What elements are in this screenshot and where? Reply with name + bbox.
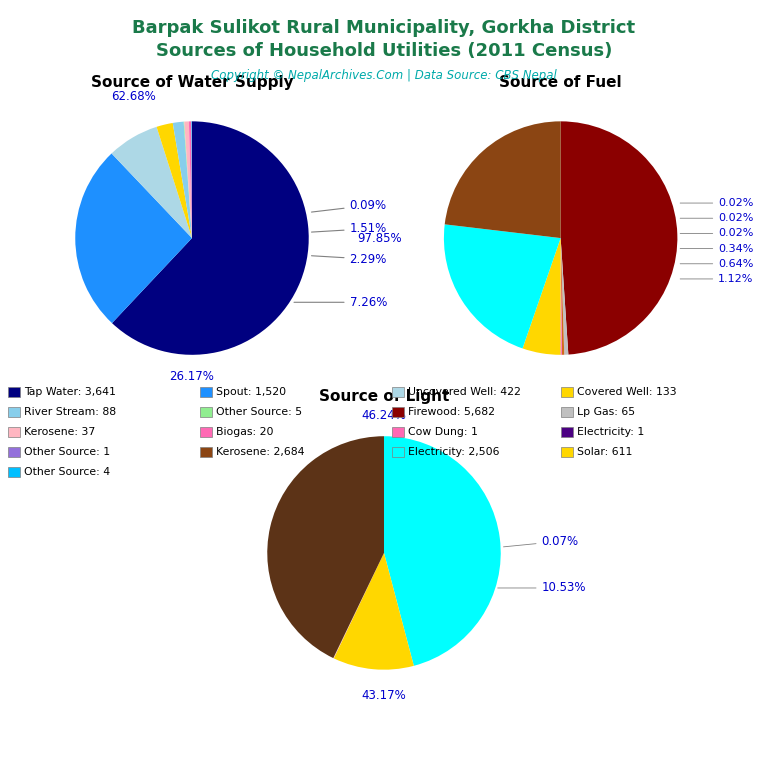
Text: 0.64%: 0.64% <box>680 259 753 269</box>
Text: 0.09%: 0.09% <box>312 199 387 212</box>
Text: Cow Dung: 1: Cow Dung: 1 <box>408 426 478 437</box>
Text: Kerosene: 37: Kerosene: 37 <box>24 426 95 437</box>
Text: Electricity: 1: Electricity: 1 <box>577 426 644 437</box>
Wedge shape <box>157 123 192 238</box>
Wedge shape <box>561 121 677 355</box>
Wedge shape <box>561 238 568 355</box>
Text: 43.17%: 43.17% <box>362 689 406 702</box>
Wedge shape <box>111 127 192 238</box>
Text: 10.53%: 10.53% <box>498 581 586 594</box>
Wedge shape <box>75 154 192 323</box>
Wedge shape <box>184 121 192 238</box>
Text: 7.26%: 7.26% <box>294 296 387 309</box>
Text: Barpak Sulikot Rural Municipality, Gorkha District: Barpak Sulikot Rural Municipality, Gorkh… <box>132 19 636 37</box>
Text: 97.85%: 97.85% <box>357 232 402 244</box>
Text: Spout: 1,520: Spout: 1,520 <box>216 386 286 397</box>
Text: 0.02%: 0.02% <box>680 214 753 223</box>
Text: Biogas: 20: Biogas: 20 <box>216 426 273 437</box>
Text: 2.29%: 2.29% <box>312 253 387 266</box>
Text: Lp Gas: 65: Lp Gas: 65 <box>577 406 635 417</box>
Wedge shape <box>333 553 384 658</box>
Text: 0.34%: 0.34% <box>680 243 753 253</box>
Wedge shape <box>189 121 192 238</box>
Text: 0.07%: 0.07% <box>504 535 579 548</box>
Wedge shape <box>112 121 309 355</box>
Text: 62.68%: 62.68% <box>111 91 156 104</box>
Text: River Stream: 88: River Stream: 88 <box>24 406 116 417</box>
Text: Solar: 611: Solar: 611 <box>577 446 632 457</box>
Wedge shape <box>267 436 384 658</box>
Wedge shape <box>444 224 561 349</box>
Text: Other Source: 5: Other Source: 5 <box>216 406 302 417</box>
Text: 1.12%: 1.12% <box>680 274 753 284</box>
Text: Other Source: 1: Other Source: 1 <box>24 446 110 457</box>
Text: Sources of Household Utilities (2011 Census): Sources of Household Utilities (2011 Cen… <box>156 42 612 60</box>
Text: Tap Water: 3,641: Tap Water: 3,641 <box>24 386 116 397</box>
Text: Uncovered Well: 422: Uncovered Well: 422 <box>408 386 521 397</box>
Wedge shape <box>173 121 192 238</box>
Text: 1.51%: 1.51% <box>312 222 387 235</box>
Title: Source of Water Supply: Source of Water Supply <box>91 74 293 90</box>
Wedge shape <box>184 121 192 238</box>
Text: Copyright © NepalArchives.Com | Data Source: CBS Nepal: Copyright © NepalArchives.Com | Data Sou… <box>211 69 557 82</box>
Text: Other Source: 4: Other Source: 4 <box>24 466 110 477</box>
Text: 0.02%: 0.02% <box>680 198 753 208</box>
Wedge shape <box>445 121 561 238</box>
Text: Firewood: 5,682: Firewood: 5,682 <box>408 406 495 417</box>
Text: Covered Well: 133: Covered Well: 133 <box>577 386 677 397</box>
Title: Source of Light: Source of Light <box>319 389 449 405</box>
Text: Kerosene: 2,684: Kerosene: 2,684 <box>216 446 304 457</box>
Wedge shape <box>384 436 501 666</box>
Wedge shape <box>561 238 564 355</box>
Wedge shape <box>561 238 562 355</box>
Text: 26.17%: 26.17% <box>170 370 214 383</box>
Text: 0.02%: 0.02% <box>680 228 753 238</box>
Title: Source of Fuel: Source of Fuel <box>499 74 622 90</box>
Wedge shape <box>334 553 414 670</box>
Text: Electricity: 2,506: Electricity: 2,506 <box>408 446 499 457</box>
Wedge shape <box>522 238 561 355</box>
Text: 46.24%: 46.24% <box>362 409 406 422</box>
